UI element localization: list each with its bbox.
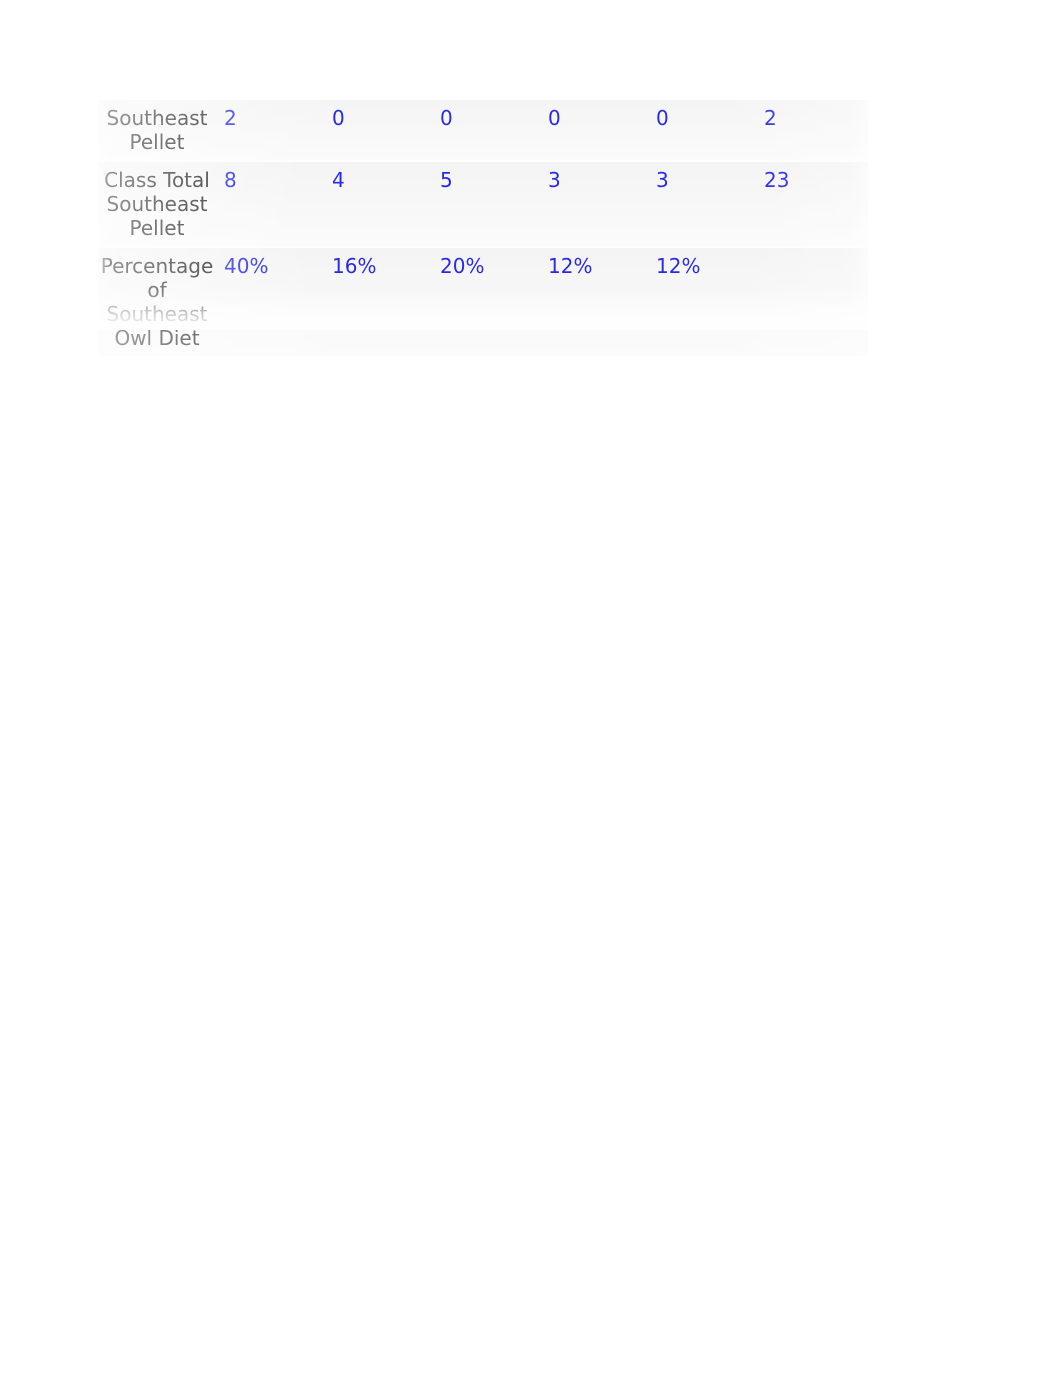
table-row: Southeast Pellet 2 0 0 0 0 2 <box>98 100 868 162</box>
data-table: Southeast Pellet 2 0 0 0 0 2 Class Total… <box>98 100 868 356</box>
table-body: Southeast Pellet 2 0 0 0 0 2 Class Total… <box>98 100 868 356</box>
cell: 4 <box>328 162 436 248</box>
table-row: Class Total Southeast Pellet 8 4 5 3 3 2… <box>98 162 868 248</box>
cell: 23 <box>760 162 868 248</box>
cell: 0 <box>328 100 436 162</box>
cell: 8 <box>220 162 328 248</box>
cell: 12% <box>544 248 652 356</box>
cell: 2 <box>760 100 868 162</box>
cell: 0 <box>544 100 652 162</box>
row-label: Percentage of Southeast Owl Diet <box>98 248 220 356</box>
row-label: Southeast Pellet <box>98 100 220 162</box>
owl-diet-table: Southeast Pellet 2 0 0 0 0 2 Class Total… <box>98 100 868 356</box>
cell: 5 <box>436 162 544 248</box>
cell: 12% <box>652 248 760 356</box>
cell: 40% <box>220 248 328 356</box>
cell: 2 <box>220 100 328 162</box>
cell: 16% <box>328 248 436 356</box>
cell: 20% <box>436 248 544 356</box>
cell: 0 <box>436 100 544 162</box>
table-row: Percentage of Southeast Owl Diet 40% 16%… <box>98 248 868 356</box>
cell: 3 <box>652 162 760 248</box>
cell: 3 <box>544 162 652 248</box>
cell <box>760 248 868 356</box>
row-label: Class Total Southeast Pellet <box>98 162 220 248</box>
cell: 0 <box>652 100 760 162</box>
